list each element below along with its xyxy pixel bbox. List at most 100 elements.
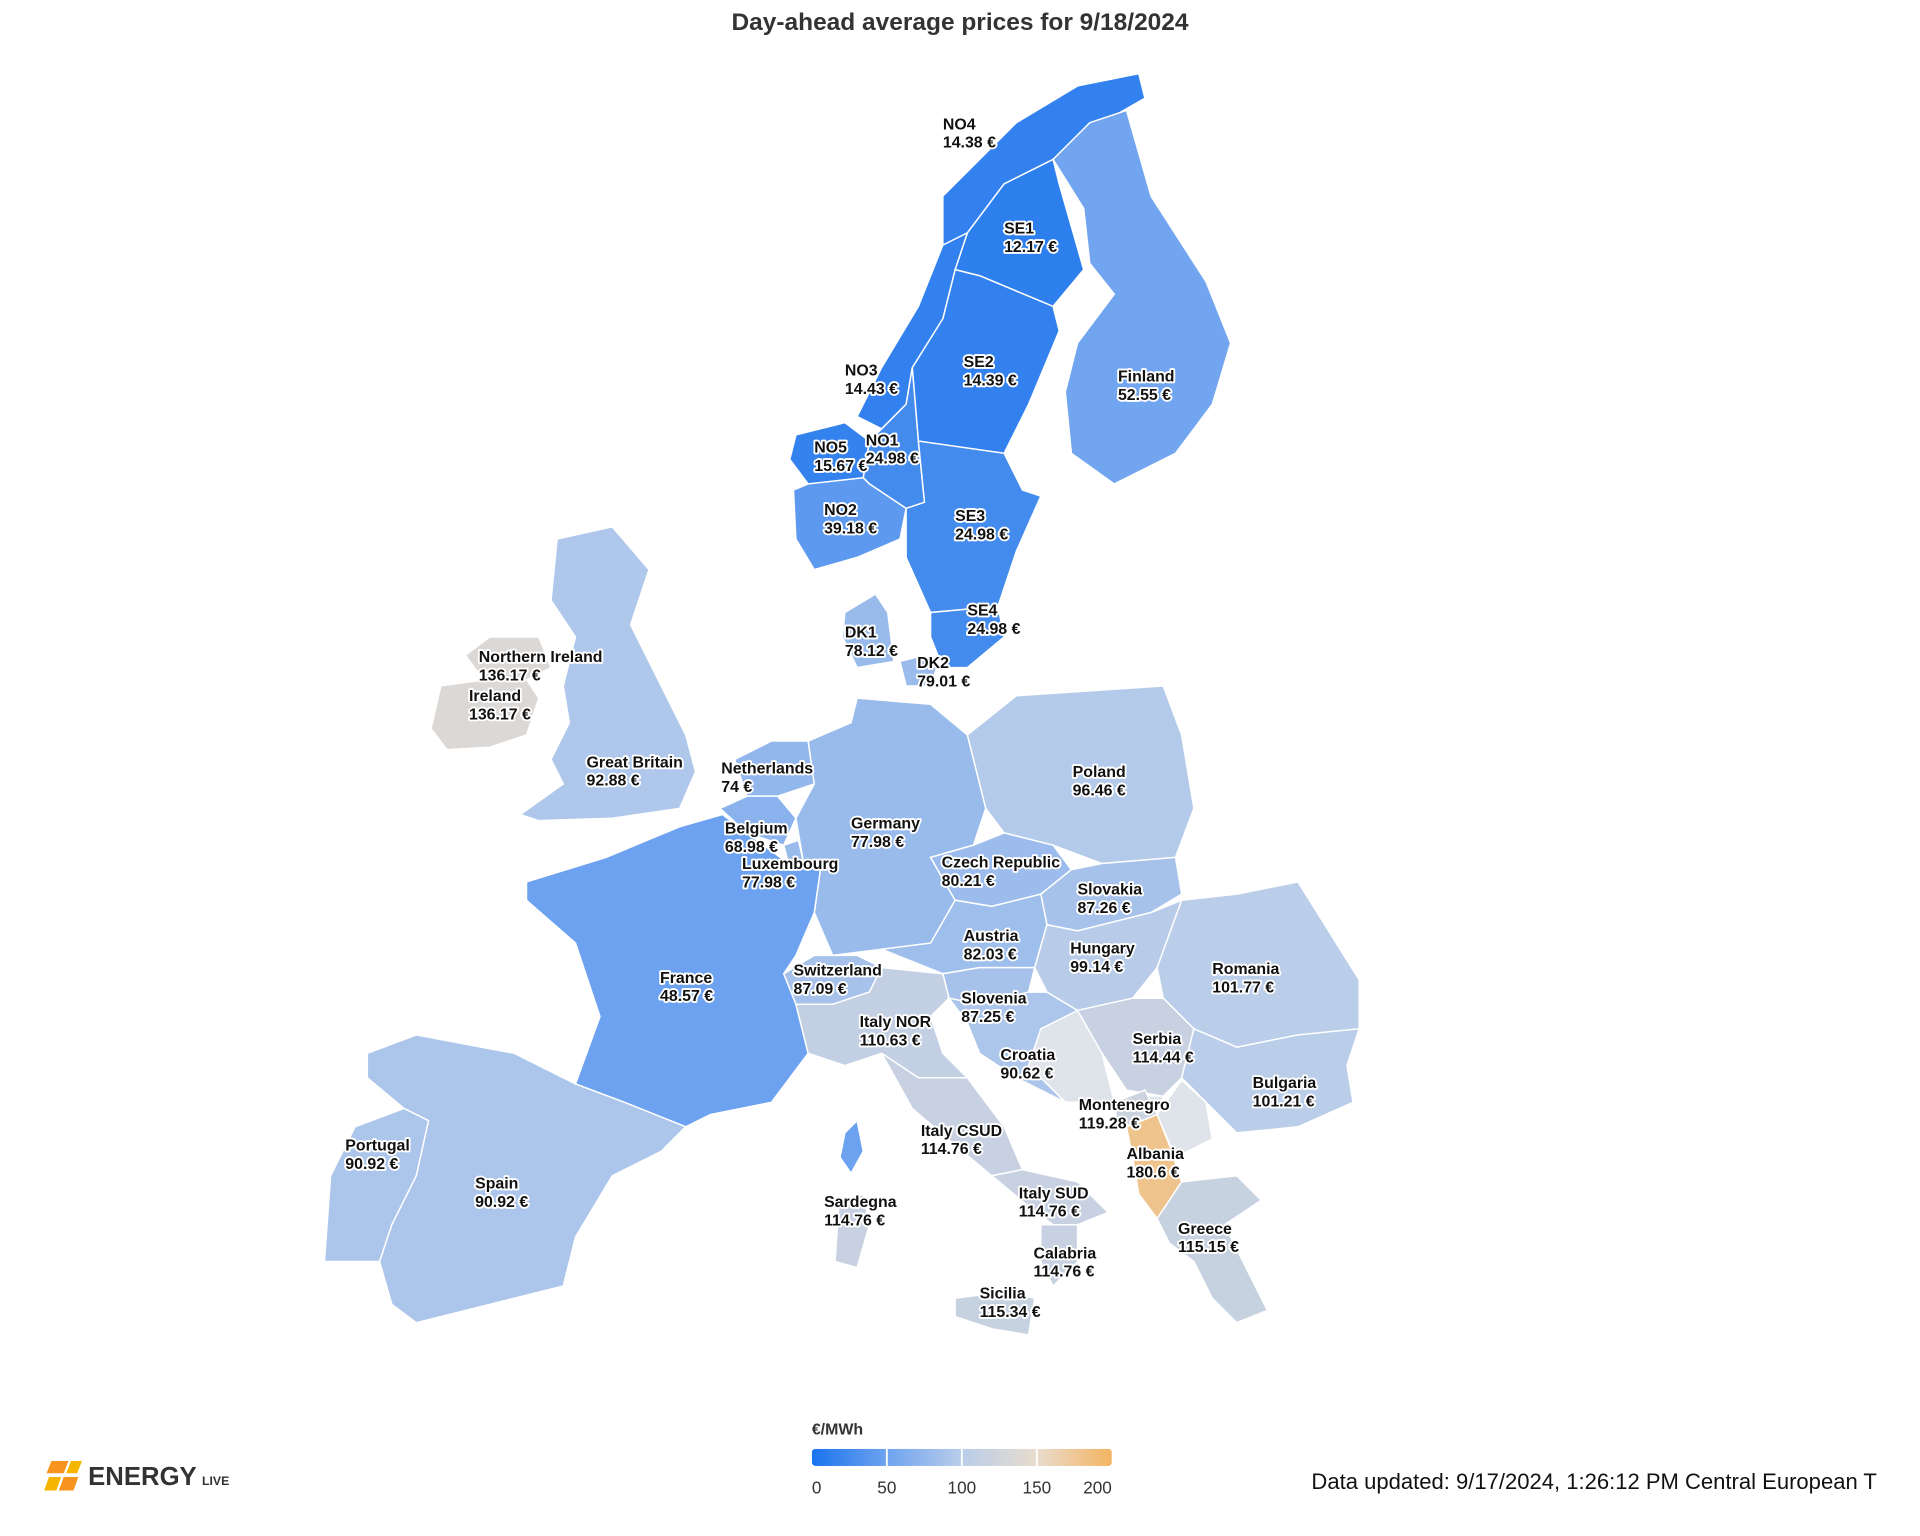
region-name: Sicilia: [980, 1286, 1026, 1303]
region: [792, 477, 907, 571]
region-value: 77.98 €: [851, 834, 904, 851]
region-name: NO3: [845, 362, 878, 379]
legend: €/MWh 0 50 100 150 200: [812, 1422, 1112, 1498]
legend-title: €/MWh: [812, 1422, 863, 1439]
region-value: 114.76 €: [824, 1212, 885, 1229]
region-name: NO4: [943, 116, 976, 133]
region-name: Montenegro: [1079, 1097, 1170, 1114]
region-value: 82.03 €: [964, 947, 1017, 964]
region-name: SE3: [955, 508, 985, 525]
region-name: Sardegna: [824, 1194, 897, 1211]
region-name: Slovenia: [961, 991, 1027, 1008]
region-name: Italy SUD: [1019, 1185, 1089, 1202]
region-value: 68.98 €: [725, 839, 778, 856]
logo-icon: [44, 1476, 62, 1491]
region-value: 15.67 €: [814, 458, 867, 475]
region-value: 114.44 €: [1133, 1049, 1194, 1066]
region-name: Great Britain: [587, 754, 683, 771]
region-name: Northern Ireland: [479, 649, 603, 666]
region-name: Italy CSUD: [921, 1123, 1002, 1140]
unpriced-area: [1156, 1079, 1214, 1159]
region-name: SE2: [964, 354, 994, 371]
logo-icon: [46, 1461, 69, 1474]
region-value: 101.77 €: [1212, 980, 1274, 997]
region: [518, 525, 697, 822]
region-name: Albania: [1127, 1146, 1185, 1163]
region-name: NO2: [824, 502, 857, 519]
logo-icon: [58, 1476, 79, 1491]
region-name: DK2: [917, 655, 949, 672]
region-value: 114.76 €: [921, 1141, 982, 1158]
region-value: 90.92 €: [345, 1156, 398, 1173]
region-value: 101.21 €: [1253, 1093, 1315, 1110]
logo: ENERGY LIVE: [44, 1461, 229, 1491]
region-name: Austria: [964, 928, 1019, 945]
region: [990, 1168, 1110, 1226]
region-value: 87.25 €: [961, 1009, 1014, 1026]
region-value: 24.98 €: [866, 451, 919, 468]
footer: Data updated: 9/17/2024, 1:26:12 PM Cent…: [1311, 1469, 1876, 1494]
legend-tick-label: 50: [877, 1478, 896, 1498]
logo-brand: ENERGY: [88, 1463, 197, 1491]
region-name: Poland: [1073, 764, 1126, 781]
region-value: 14.38 €: [943, 135, 996, 152]
region-name: Serbia: [1133, 1031, 1182, 1048]
region-name: Netherlands: [721, 760, 813, 777]
region-value: 92.88 €: [587, 773, 640, 790]
region: [782, 839, 805, 865]
region-value: 110.63 €: [860, 1032, 921, 1049]
region-name: Italy NOR: [860, 1014, 932, 1031]
region-value: 74 €: [721, 779, 752, 796]
region-value: 12.17 €: [1004, 239, 1057, 256]
region-name: Romania: [1212, 961, 1279, 978]
region: [839, 1119, 865, 1175]
region-value: 119.28 €: [1079, 1116, 1140, 1133]
region-value: 90.92 €: [475, 1194, 528, 1211]
legend-tick-label: 0: [812, 1478, 822, 1498]
region-value: 14.39 €: [964, 372, 1017, 389]
region-value: 77.98 €: [742, 874, 795, 891]
region-name: SE1: [1004, 220, 1034, 237]
region-name: Calabria: [1033, 1245, 1096, 1262]
region-value: 180.6 €: [1127, 1165, 1180, 1182]
region-name: Slovakia: [1078, 882, 1143, 899]
region-value: 114.76 €: [1033, 1264, 1094, 1281]
region: [794, 966, 970, 1079]
region-value: 136.17 €: [479, 667, 541, 684]
region-name: Croatia: [1000, 1047, 1055, 1064]
region-name: DK1: [845, 625, 877, 642]
region: [954, 1291, 1036, 1336]
region: [1156, 1174, 1269, 1324]
region-value: 115.34 €: [980, 1304, 1041, 1321]
region-value: 48.57 €: [660, 988, 713, 1005]
region-name: Belgium: [725, 820, 788, 837]
region-value: 115.15 €: [1178, 1239, 1239, 1256]
region-name: Switzerland: [793, 962, 881, 979]
logo-suffix: LIVE: [202, 1474, 229, 1488]
region: [1180, 1027, 1361, 1134]
region-name: SE4: [967, 602, 997, 619]
legend-tick-label: 100: [948, 1478, 977, 1498]
region: [430, 679, 540, 751]
legend-tick-label: 200: [1083, 1478, 1112, 1498]
region-value: 39.18 €: [824, 520, 877, 537]
title: Day-ahead average prices for 9/18/2024: [731, 9, 1188, 36]
region-name: Spain: [475, 1176, 518, 1193]
region-value: 90.62 €: [1000, 1065, 1053, 1082]
region-name: Finland: [1118, 369, 1175, 386]
region-value: 114.76 €: [1019, 1204, 1080, 1221]
region-value: 136.17 €: [469, 707, 531, 724]
region-value: 24.98 €: [967, 621, 1020, 638]
region-name: NO1: [866, 432, 899, 449]
region-value: 87.26 €: [1078, 900, 1131, 917]
region-value: 52.55 €: [1118, 387, 1171, 404]
region-name: Czech Republic: [942, 855, 1061, 872]
region-value: 96.46 €: [1073, 782, 1126, 799]
region-name: Bulgaria: [1253, 1075, 1317, 1092]
region-value: 78.12 €: [845, 643, 898, 660]
region-value: 80.21 €: [942, 873, 995, 890]
region: [899, 654, 938, 687]
region: [841, 593, 895, 669]
region-name: France: [660, 970, 712, 987]
